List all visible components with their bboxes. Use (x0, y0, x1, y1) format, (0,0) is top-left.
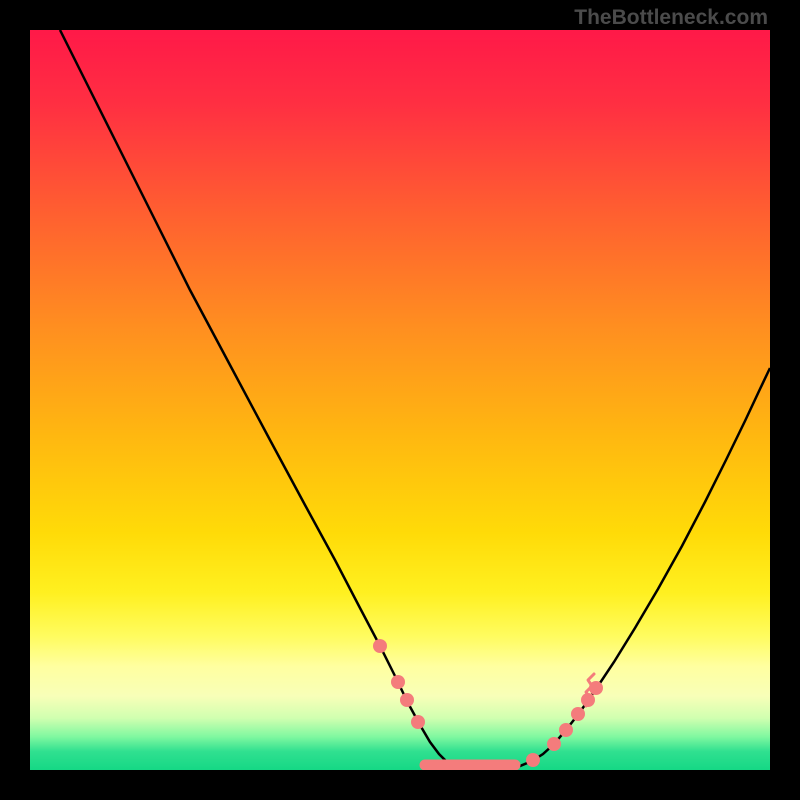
bottleneck-chart (0, 0, 800, 800)
watermark-text: TheBottleneck.com (574, 6, 768, 30)
gradient-panel (30, 30, 770, 770)
